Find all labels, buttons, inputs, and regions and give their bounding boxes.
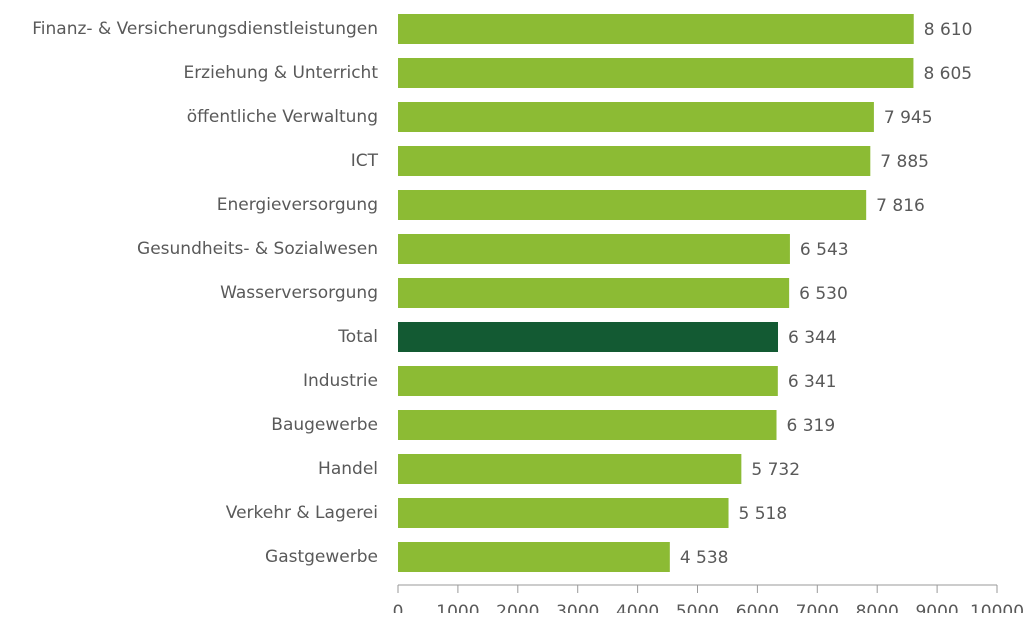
bar — [398, 234, 790, 264]
value-label: 6 319 — [787, 416, 836, 436]
y-tick-label: Gesundheits- & Sozialwesen — [137, 239, 378, 259]
x-tick-label: 9000 — [915, 602, 958, 613]
value-label: 6 530 — [799, 284, 848, 304]
y-tick-label: Wasserversorgung — [220, 283, 378, 303]
bar — [398, 146, 871, 176]
value-label: 6 543 — [800, 240, 849, 260]
bar — [398, 102, 874, 132]
value-label: 7 885 — [880, 152, 929, 172]
x-tick-label: 7000 — [796, 602, 839, 613]
bar — [398, 58, 914, 88]
bar — [398, 410, 777, 440]
value-label: 5 732 — [751, 460, 800, 480]
x-tick-label: 6000 — [736, 602, 779, 613]
value-label: 7 816 — [876, 196, 925, 216]
value-label: 6 341 — [788, 372, 837, 392]
y-tick-label: Total — [337, 327, 378, 347]
value-label: 8 610 — [924, 20, 973, 40]
value-label: 5 518 — [739, 504, 788, 524]
value-label: 6 344 — [788, 328, 837, 348]
bar — [398, 190, 867, 220]
bar — [398, 322, 779, 352]
y-tick-label: Industrie — [303, 371, 378, 391]
y-tick-label: öffentliche Verwaltung — [187, 107, 378, 127]
y-tick-label: ICT — [351, 151, 379, 171]
x-tick-label: 8000 — [856, 602, 899, 613]
y-tick-label: Erziehung & Unterricht — [183, 63, 378, 83]
bar — [398, 542, 670, 572]
x-tick-label: 3000 — [556, 602, 599, 613]
bar — [398, 14, 914, 44]
value-label: 4 538 — [680, 548, 729, 568]
value-label: 8 605 — [923, 64, 972, 84]
y-tick-label: Gastgewerbe — [265, 547, 378, 567]
bar — [398, 278, 790, 308]
y-tick-label: Finanz- & Versicherungsdienstleistungen — [32, 19, 378, 39]
y-tick-label: Verkehr & Lagerei — [226, 503, 378, 523]
y-tick-label: Handel — [318, 459, 378, 479]
bar — [398, 366, 778, 396]
x-tick-label: 10000 — [970, 602, 1024, 613]
y-tick-label: Baugewerbe — [271, 415, 378, 435]
bar — [398, 454, 742, 484]
x-tick-label: 2000 — [496, 602, 539, 613]
x-tick-label: 4000 — [616, 602, 659, 613]
value-label: 7 945 — [884, 108, 933, 128]
x-tick-label: 0 — [393, 602, 404, 613]
bar — [398, 498, 729, 528]
y-tick-label: Energieversorgung — [217, 195, 378, 215]
x-tick-label: 1000 — [436, 602, 479, 613]
x-tick-label: 5000 — [676, 602, 719, 613]
